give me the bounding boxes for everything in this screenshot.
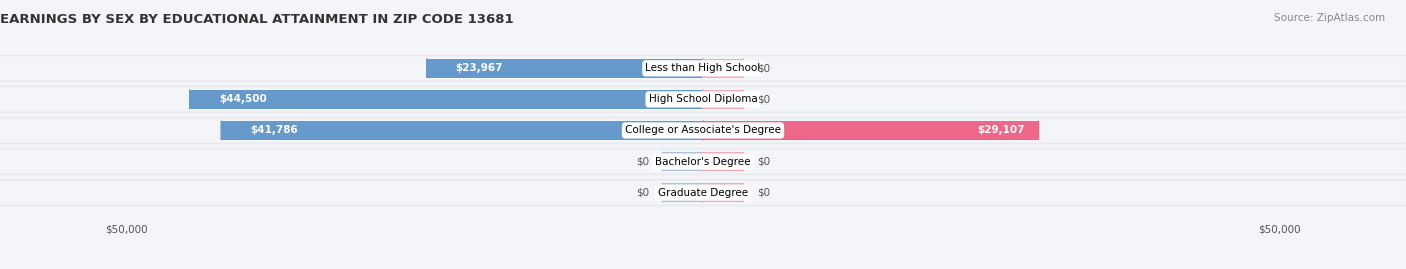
Bar [703, 183, 744, 202]
FancyBboxPatch shape [0, 180, 1406, 205]
FancyBboxPatch shape [0, 86, 1406, 113]
Bar [703, 121, 1039, 140]
Bar [703, 90, 744, 109]
Bar [703, 152, 744, 171]
Text: $0: $0 [758, 63, 770, 73]
Bar [703, 59, 744, 78]
Text: Less than High School: Less than High School [645, 63, 761, 73]
FancyBboxPatch shape [0, 55, 1406, 82]
Text: $0: $0 [758, 187, 770, 198]
Text: $0: $0 [758, 94, 770, 104]
Bar [221, 121, 703, 140]
Text: Source: ZipAtlas.com: Source: ZipAtlas.com [1274, 13, 1385, 23]
Text: College or Associate's Degree: College or Associate's Degree [626, 125, 780, 136]
Bar [662, 183, 703, 202]
FancyBboxPatch shape [0, 87, 1406, 111]
Text: $29,107: $29,107 [977, 125, 1025, 136]
Text: Bachelor's Degree: Bachelor's Degree [655, 157, 751, 167]
FancyBboxPatch shape [0, 56, 1406, 80]
FancyBboxPatch shape [0, 118, 1406, 143]
Bar [427, 59, 703, 78]
FancyBboxPatch shape [0, 179, 1406, 206]
Text: EARNINGS BY SEX BY EDUCATIONAL ATTAINMENT IN ZIP CODE 13681: EARNINGS BY SEX BY EDUCATIONAL ATTAINMEN… [0, 13, 513, 26]
FancyBboxPatch shape [0, 148, 1406, 175]
Bar [662, 152, 703, 171]
FancyBboxPatch shape [0, 150, 1406, 174]
Text: High School Diploma: High School Diploma [648, 94, 758, 104]
Text: $23,967: $23,967 [456, 63, 503, 73]
Text: Graduate Degree: Graduate Degree [658, 187, 748, 198]
FancyBboxPatch shape [0, 117, 1406, 144]
Bar [190, 90, 703, 109]
Text: $0: $0 [758, 157, 770, 167]
Text: $0: $0 [636, 157, 648, 167]
Legend: Male, Female: Male, Female [648, 266, 758, 269]
Text: $41,786: $41,786 [250, 125, 298, 136]
Text: $0: $0 [636, 187, 648, 198]
Text: $44,500: $44,500 [219, 94, 267, 104]
